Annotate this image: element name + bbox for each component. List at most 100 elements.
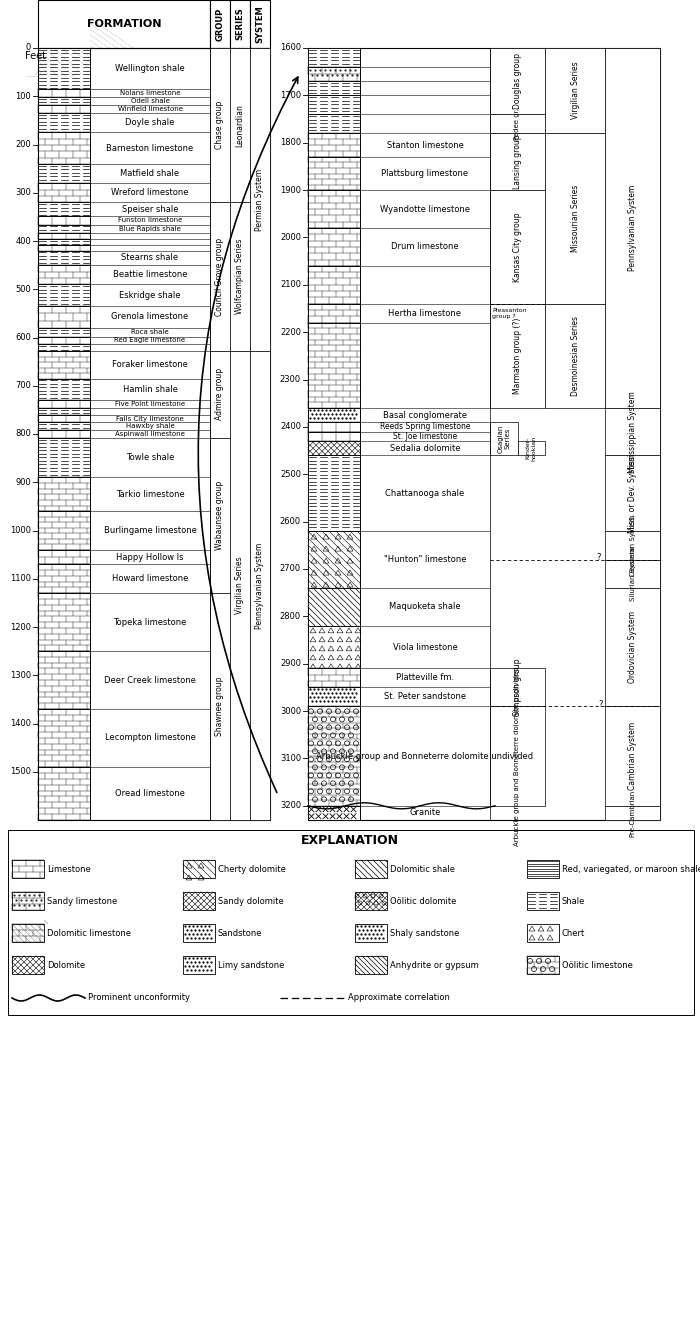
Text: Happy Hollow ls: Happy Hollow ls [116,553,183,561]
Text: FORMATION: FORMATION [87,19,161,30]
Bar [490,133,545,191]
Text: Granite: Granite [410,808,441,817]
Bar [38,378,90,400]
Text: Feet: Feet [25,51,46,60]
Bar [8,829,694,1015]
Text: St. Joe limestone: St. Joe limestone [393,432,457,442]
Text: Topeka limestone: Topeka limestone [113,617,187,627]
Text: 3200: 3200 [280,801,301,811]
Text: 400: 400 [15,236,31,246]
Bar [38,89,90,97]
Text: 900: 900 [15,478,31,487]
Text: Wellington shale: Wellington shale [115,64,185,72]
Text: 1500: 1500 [10,768,31,776]
Text: Burlingame limestone: Burlingame limestone [104,526,197,535]
Bar [308,625,360,668]
Text: Anhydrite or gypsum: Anhydrite or gypsum [390,961,479,969]
Bar [527,956,559,974]
Text: 2300: 2300 [280,374,301,384]
Text: Grenola limestone: Grenola limestone [111,313,188,322]
Text: 800: 800 [15,429,31,439]
Text: Stanton limestone: Stanton limestone [386,141,463,149]
Bar [38,216,90,224]
Bar [308,157,360,191]
Bar [38,97,90,105]
Bar [38,352,90,378]
Text: 2700: 2700 [280,565,301,573]
Bar [38,431,90,437]
Text: Howard limestone: Howard limestone [112,574,188,584]
Bar [308,266,360,303]
Bar [517,442,545,455]
Bar [308,531,360,588]
Bar [308,455,360,531]
Text: Prominent unconformity: Prominent unconformity [88,993,190,1002]
Bar [38,564,90,593]
Bar [605,408,660,455]
Bar [38,164,90,183]
Bar [308,423,360,432]
Bar [308,668,360,687]
Bar [308,191,360,228]
Text: Tarkio limestone: Tarkio limestone [116,490,184,499]
Text: 1600: 1600 [280,43,301,52]
Text: Limy sandstone: Limy sandstone [218,961,284,969]
Text: Pleasanton
group ?: Pleasanton group ? [492,307,526,318]
Text: "Hunton" limestone: "Hunton" limestone [384,556,466,564]
Text: Oölitic dolomite: Oölitic dolomite [390,896,456,906]
Text: Admire group: Admire group [216,368,225,420]
Text: Beattie limestone: Beattie limestone [113,270,188,279]
Bar [38,327,90,337]
Bar [490,423,517,455]
Text: Maquoketa shale: Maquoketa shale [389,603,461,612]
Bar [38,478,90,511]
Text: Chert: Chert [562,929,585,938]
Bar [308,67,360,81]
Text: Cambrian System: Cambrian System [628,722,637,790]
Text: Doyle shale: Doyle shale [125,118,175,127]
Bar [38,251,90,266]
Bar [38,48,270,820]
Text: Mississippian System: Mississippian System [628,391,637,472]
Text: Towle shale: Towle shale [126,454,174,462]
Text: Hawxby shale: Hawxby shale [125,423,174,429]
Bar [250,352,270,820]
Text: Osagian
Series: Osagian Series [497,424,510,452]
Bar [38,593,90,651]
Text: Shaly sandstone: Shaly sandstone [390,929,459,938]
Text: Sandy limestone: Sandy limestone [47,896,118,906]
Bar [38,766,90,820]
Bar [355,860,387,878]
Text: Simpson group: Simpson group [513,659,522,717]
Text: Funston limestone: Funston limestone [118,217,182,223]
Bar [38,345,90,352]
Text: 2500: 2500 [280,470,301,479]
Bar [605,531,660,560]
Text: Council Grove group: Council Grove group [216,238,225,315]
Bar [355,956,387,974]
Text: Matfield shale: Matfield shale [120,169,180,178]
Text: Aspinwall limestone: Aspinwall limestone [115,431,185,437]
Text: Kinder-
hookian: Kinder- hookian [526,436,537,460]
Bar [210,593,230,820]
Bar [38,203,90,216]
Text: 2400: 2400 [280,423,301,431]
Text: 600: 600 [15,333,31,342]
Bar [12,925,44,942]
Text: Deer Creek limestone: Deer Creek limestone [104,675,196,684]
Text: Wolfcampian Series: Wolfcampian Series [235,239,244,314]
Text: Blue Rapids shale: Blue Rapids shale [119,225,181,232]
Text: 100: 100 [15,91,31,101]
Text: 1400: 1400 [10,719,31,727]
Text: 200: 200 [15,140,31,149]
Text: Cherty dolomite: Cherty dolomite [218,864,286,874]
Bar [210,203,230,352]
Text: Basal conglomerate: Basal conglomerate [383,411,467,420]
Bar [250,48,270,352]
Text: Devonian System: Devonian System [629,515,636,576]
Text: Oread limestone: Oread limestone [115,789,185,798]
Text: Falls City limestone: Falls City limestone [116,416,184,421]
Bar [308,48,360,67]
Text: Chase group: Chase group [216,101,225,149]
Text: 300: 300 [15,188,31,197]
